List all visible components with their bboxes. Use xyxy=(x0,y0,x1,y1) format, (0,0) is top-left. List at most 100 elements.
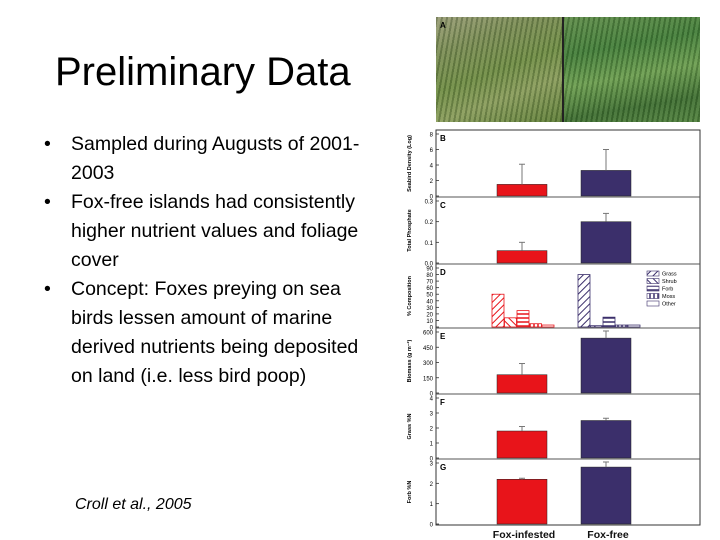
y-tick-label: 0 xyxy=(430,392,434,398)
photo-divider xyxy=(562,17,564,122)
y-axis-label: Forb %N xyxy=(407,481,413,504)
y-tick-label: 0 xyxy=(430,195,434,201)
y-tick-label: 60 xyxy=(426,286,433,292)
bullet-item: • Fox-free islands had consistently high… xyxy=(40,188,385,275)
y-tick-label: 70 xyxy=(426,280,433,286)
citation: Croll et al., 2005 xyxy=(75,496,192,513)
bar-fox-infested xyxy=(496,184,548,197)
legend-swatch xyxy=(646,285,660,292)
y-axis-label: Total Phosphate xyxy=(407,209,413,251)
legend-label: Grass xyxy=(662,272,677,278)
bar-fox-infested xyxy=(496,430,548,459)
bar-forb-fox-free xyxy=(602,316,616,328)
y-tick-label: 1 xyxy=(430,442,434,448)
y-tick-label: 4 xyxy=(430,164,434,170)
bar-forb-fox-infested xyxy=(516,310,530,328)
bullet-text: Concept: Foxes preying on sea birds less… xyxy=(71,278,359,387)
y-tick-label: 8 xyxy=(430,133,434,139)
bullet-text: Sampled during Augusts of 2001-2003 xyxy=(71,133,360,184)
y-tick-label: 2 xyxy=(430,482,434,488)
y-tick-label: 20 xyxy=(426,312,433,318)
bar-other-fox-infested xyxy=(541,324,555,328)
bar-fox-free xyxy=(580,170,632,197)
y-tick-label: 50 xyxy=(426,293,433,299)
y-tick-label: 1 xyxy=(430,502,434,508)
legend-label: Other xyxy=(662,302,676,308)
y-tick-label: 0.2 xyxy=(425,220,434,226)
y-tick-label: 4 xyxy=(430,397,434,403)
y-tick-label: 10 xyxy=(426,319,433,325)
y-tick-label: 40 xyxy=(426,299,433,305)
bar-fox-free xyxy=(580,466,632,525)
y-tick-label: 3 xyxy=(430,462,434,468)
panel-b: B 0 2 4 6 8 Seabird Density (Log) xyxy=(407,133,632,201)
y-tick-label: 90 xyxy=(426,267,433,273)
y-tick-label: 0.0 xyxy=(425,262,434,268)
legend-swatch xyxy=(646,300,660,307)
bullet-dot: • xyxy=(44,133,51,155)
legend-swatch xyxy=(646,278,660,284)
bar-fox-free xyxy=(580,221,632,264)
bar-fox-infested xyxy=(496,250,548,264)
y-tick-label: 2 xyxy=(430,427,434,433)
y-tick-label: 0.3 xyxy=(425,200,434,206)
legend-label: Forb xyxy=(662,287,673,293)
y-tick-label: 3 xyxy=(430,412,434,418)
y-tick-label: 300 xyxy=(423,361,434,367)
slide-title: Preliminary Data xyxy=(55,50,351,94)
y-tick-label: 450 xyxy=(423,346,434,352)
y-tick-label: 0 xyxy=(430,523,434,529)
bar-fox-infested xyxy=(496,374,548,394)
legend-swatch xyxy=(646,270,660,277)
bar-shrub-fox-infested xyxy=(504,317,517,328)
bar-fox-infested xyxy=(496,479,548,525)
y-axis-label: % Composition xyxy=(407,275,413,316)
y-tick-label: 30 xyxy=(426,306,433,312)
y-tick-label: 150 xyxy=(423,376,434,382)
panel-charts: A B 0 2 4 6 8 Seabird Density (Log) C 0.0 0.1 0.2 0.… xyxy=(406,21,701,538)
panel-letter: F xyxy=(440,398,445,407)
bar-other-fox-free xyxy=(627,324,641,328)
legend-label: Moss xyxy=(662,294,675,300)
y-tick-label: 0 xyxy=(430,326,434,332)
photo-texture xyxy=(563,17,700,122)
photo-texture xyxy=(436,17,563,122)
y-tick-label: 80 xyxy=(426,273,433,279)
y-axis-label: Biomass (g m⁻²) xyxy=(406,340,413,383)
y-tick-label: 0 xyxy=(430,457,434,463)
bar-moss-fox-infested xyxy=(529,323,542,328)
bullet-dot: • xyxy=(44,278,51,300)
bullet-item: • Sampled during Augusts of 2001-2003 xyxy=(40,130,385,188)
panel-letter: C xyxy=(440,201,446,210)
bullet-dot: • xyxy=(44,191,51,213)
panel-letter-a: A xyxy=(440,21,446,30)
panel-letter: G xyxy=(440,463,446,472)
chart-root: A B 0 2 4 6 8 Seabird Density (Log) C 0.0 0.1 0.2 0.… xyxy=(406,21,701,538)
bar-grass-fox-free xyxy=(577,274,591,328)
bullet-text: Fox-free islands had consistently higher… xyxy=(71,191,359,271)
photo-fox-infested-island xyxy=(436,17,563,122)
bar-moss-fox-free xyxy=(615,324,628,328)
photo-fox-free-island xyxy=(563,17,700,122)
x-category-label: Fox-free xyxy=(587,529,629,538)
legend-label: Shrub xyxy=(662,279,677,285)
bar-fox-free xyxy=(580,420,632,459)
bullet-item: • Concept: Foxes preying on sea birds le… xyxy=(40,275,385,391)
y-tick-label: 6 xyxy=(430,148,434,154)
y-tick-label: 0.1 xyxy=(425,241,434,247)
bar-fox-free xyxy=(580,337,632,394)
panel-c: C 0.0 0.1 0.2 0.3 Total Phosphate xyxy=(407,196,700,268)
y-axis-label: Seabird Density (Log) xyxy=(407,135,413,192)
figure: A B 0 2 4 6 8 Seabird Density (Log) C 0.0 0.1 0.2 0.… xyxy=(400,12,716,538)
y-tick-label: 600 xyxy=(423,331,434,337)
bar-shrub-fox-free xyxy=(590,325,603,328)
x-category-label: Fox-infested xyxy=(493,529,555,538)
panel-letter: B xyxy=(440,134,446,143)
y-axis-label: Grass %N xyxy=(407,413,413,439)
y-tick-label: 2 xyxy=(430,179,434,185)
bullet-list: • Sampled during Augusts of 2001-2003 • … xyxy=(40,130,385,391)
